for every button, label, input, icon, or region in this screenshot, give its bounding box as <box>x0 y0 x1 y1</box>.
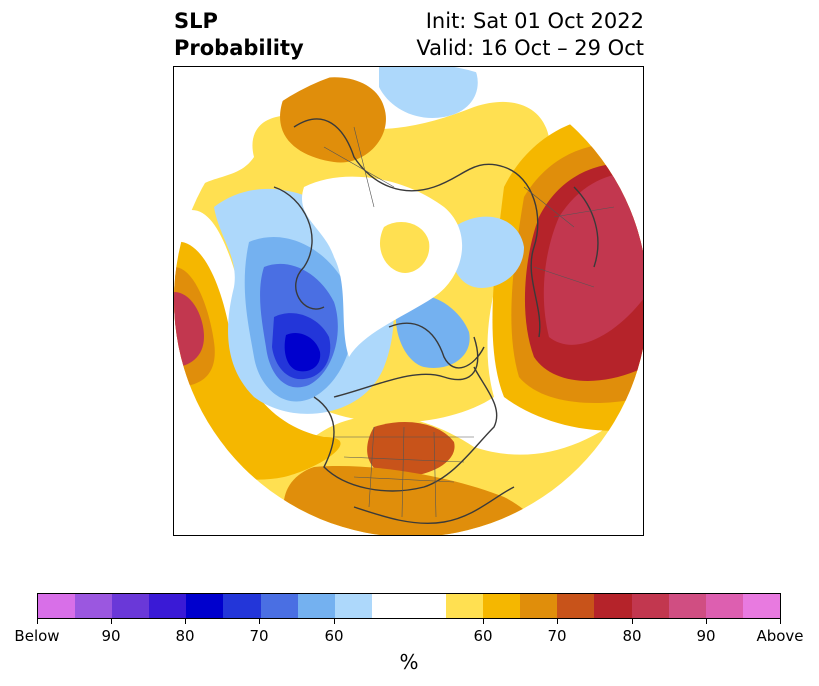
colorbar-segment <box>705 594 743 618</box>
colorbar-segment <box>186 594 224 618</box>
colorbar-tick-mark <box>632 619 633 624</box>
colorbar-segment <box>631 594 669 618</box>
colorbar-segment <box>297 594 335 618</box>
colorbar-unit: % <box>399 650 419 674</box>
colorbar-tick-label: 70 <box>547 627 567 645</box>
colorbar-segment <box>446 594 484 618</box>
map-title: SLP Probability <box>174 8 304 62</box>
colorbar-tick-label: 90 <box>101 627 121 645</box>
colorbar-tick-mark <box>780 619 781 624</box>
colorbar-tick-label: Above <box>756 627 804 645</box>
colorbar-segment <box>408 594 447 618</box>
above-central-us <box>367 422 455 477</box>
colorbar-tick-mark <box>557 619 558 624</box>
colorbar-tick-mark <box>259 619 260 624</box>
colorbar-segment <box>334 594 372 618</box>
title-line-1: SLP <box>174 9 218 33</box>
colorbar-tick-mark <box>334 619 335 624</box>
valid-range: Valid: 16 Oct – 29 Oct <box>416 36 644 60</box>
colorbar-segment <box>75 594 113 618</box>
colorbar-segment <box>149 594 187 618</box>
colorbar-segment <box>112 594 150 618</box>
colorbar-tick-label: 60 <box>473 627 493 645</box>
above-80-west <box>174 292 204 367</box>
neutral-pole <box>301 176 463 357</box>
init-date: Init: Sat 01 Oct 2022 <box>425 9 644 33</box>
above-southeast <box>283 466 535 535</box>
colorbar-segment <box>371 594 409 618</box>
above-85-east <box>543 173 643 345</box>
colorbar-tick-label: Below <box>14 627 60 645</box>
borders <box>323 126 615 518</box>
map-panel <box>173 66 644 536</box>
colorbar-tick-mark <box>185 619 186 624</box>
forecast-info: Init: Sat 01 Oct 2022 Valid: 16 Oct – 29… <box>416 8 644 62</box>
colorbar-segment <box>38 594 76 618</box>
colorbar-tick-label: 80 <box>622 627 642 645</box>
above-pole <box>379 222 430 273</box>
below-arctic <box>395 294 470 368</box>
colorbar-tick-label: 60 <box>324 627 344 645</box>
colorbar-segment <box>668 594 706 618</box>
colorbar-segment <box>557 594 595 618</box>
below-scandinavia <box>450 216 524 288</box>
above-north <box>280 77 386 163</box>
colorbar-tick-mark <box>37 619 38 624</box>
colorbar-tick-label: 80 <box>175 627 195 645</box>
colorbar-tick-mark <box>111 619 112 624</box>
colorbar-segment <box>594 594 632 618</box>
below-max-center <box>284 332 321 372</box>
colorbar-tick-mark <box>706 619 707 624</box>
probability-map <box>174 67 643 535</box>
below-north-top <box>379 67 478 118</box>
colorbar-segment <box>742 594 780 618</box>
colorbar-segment <box>483 594 521 618</box>
above-60-west <box>174 241 341 480</box>
title-line-2: Probability <box>174 36 304 60</box>
coastlines <box>273 118 599 525</box>
colorbar-tick-label: 70 <box>249 627 269 645</box>
colorbar-segment <box>520 594 558 618</box>
colorbar <box>37 593 781 619</box>
colorbar-segment <box>260 594 298 618</box>
colorbar-tick-mark <box>483 619 484 624</box>
colorbar-segment <box>223 594 261 618</box>
colorbar-tick-label: 90 <box>696 627 716 645</box>
